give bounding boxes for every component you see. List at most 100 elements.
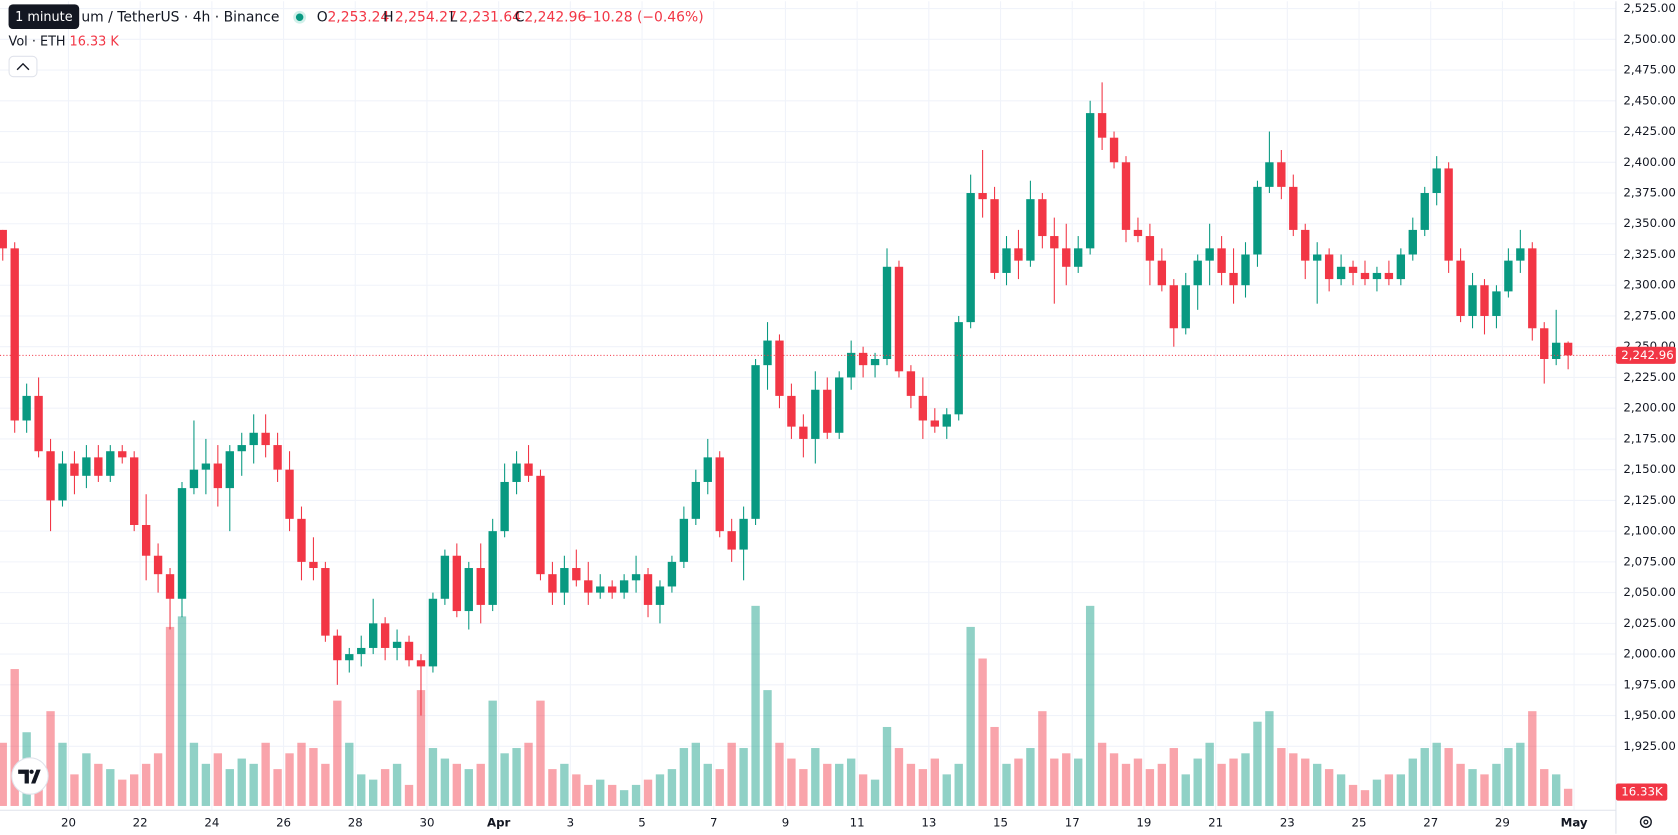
candle-body (1026, 199, 1035, 261)
volume-bar (1002, 763, 1011, 806)
volume-bar (321, 763, 330, 806)
volume-bar (153, 753, 163, 806)
volume-bar (1480, 774, 1489, 806)
volume-bar (1193, 758, 1202, 806)
candle-body (297, 518, 306, 562)
volume-bar (906, 763, 916, 806)
volume-bar (1444, 748, 1453, 806)
volume-bar (1384, 774, 1394, 806)
volume-bar (1145, 769, 1155, 806)
volume-bar (249, 763, 258, 806)
y-tick-label: 2,075.00 (1623, 554, 1675, 568)
candle-body (1504, 260, 1513, 292)
candle-body (141, 524, 151, 556)
candle-body (607, 586, 617, 593)
candle-body (1133, 229, 1143, 237)
candle-body (189, 469, 199, 489)
volume-bar (846, 758, 856, 806)
candle-body (703, 457, 712, 482)
y-tick-label: 2,150.00 (1623, 462, 1675, 476)
volume-bar (1289, 753, 1298, 806)
volume-bar (1468, 769, 1477, 806)
volume-bar (512, 748, 521, 806)
volume-bar (1528, 711, 1537, 806)
candle-body (357, 647, 366, 655)
tooltip: 1 minute (15, 10, 73, 25)
volume-bar (345, 742, 354, 806)
volume-bar (1396, 774, 1406, 806)
last-price-label: 2,242.96 (1621, 348, 1673, 362)
candle-body (1229, 272, 1238, 286)
volume-bar (1540, 769, 1549, 806)
candle-body (1324, 254, 1334, 280)
x-tick-label: 7 (710, 816, 718, 830)
candle-body (380, 623, 390, 648)
volume-bar (82, 753, 91, 806)
candle-body (130, 457, 139, 525)
y-tick-label: 2,000.00 (1623, 647, 1675, 661)
candle-body (1408, 229, 1417, 255)
ohlc-high: 2,254.27 (395, 9, 457, 25)
candle-body (1050, 236, 1059, 249)
candle-body (345, 654, 354, 661)
volume-bar (966, 626, 975, 806)
volume-bar (1408, 758, 1417, 806)
settings-icon[interactable] (1639, 815, 1652, 829)
candle-body (942, 414, 951, 427)
x-tick-label: 9 (782, 816, 790, 830)
candle-body (1528, 248, 1537, 329)
volume-bar (751, 605, 760, 806)
candle-body (739, 518, 748, 550)
candle-body (763, 340, 772, 366)
volume-bar (691, 742, 701, 806)
candle-body (34, 395, 43, 452)
ohlc-change: −10.28 (−0.46%) (581, 9, 704, 25)
volume-bar (297, 742, 306, 806)
volume-bar (607, 784, 617, 806)
x-tick-label: 23 (1280, 816, 1295, 830)
volume-bar (954, 763, 963, 806)
candle-body (452, 555, 462, 612)
candle-body (1516, 248, 1525, 261)
volume-bar (870, 779, 880, 806)
volume-bar (452, 763, 462, 806)
candle-body (225, 451, 234, 489)
collapse-button[interactable] (8, 55, 38, 78)
volume-bar (655, 774, 665, 806)
y-tick-label: 2,275.00 (1623, 308, 1675, 322)
y-tick-label: 2,400.00 (1623, 155, 1675, 169)
candle-body (870, 359, 880, 366)
y-tick-label: 2,300.00 (1623, 278, 1675, 292)
ohlc-l-label: L (449, 9, 457, 25)
volume-bar (380, 769, 390, 806)
volume-bar (894, 748, 904, 806)
volume-bar (0, 742, 7, 806)
candle-body (46, 451, 55, 501)
volume-bar (488, 700, 497, 806)
candle-body (321, 568, 330, 636)
candle-body (846, 352, 856, 378)
volume-bar (1026, 748, 1035, 806)
candle-body (249, 432, 258, 446)
candle-body (524, 463, 533, 476)
volume-bar (978, 658, 987, 806)
volume-bar (835, 763, 844, 806)
y-tick-label: 2,425.00 (1623, 124, 1675, 138)
x-tick-label: May (1561, 816, 1588, 830)
volume-bar (94, 763, 103, 806)
candle-body (1085, 113, 1095, 249)
y-tick-label: 2,225.00 (1623, 370, 1675, 384)
candle-body (213, 463, 223, 489)
volume-bar (189, 742, 199, 806)
volume-bar (1456, 763, 1465, 806)
candle-body (237, 445, 246, 452)
volume-bar (392, 763, 402, 806)
logo-bg (11, 757, 49, 795)
volume-bar (1420, 748, 1429, 806)
candle-body (500, 481, 509, 532)
volume-bar (440, 758, 450, 806)
x-tick-label: 15 (993, 816, 1008, 830)
candle-body (1277, 162, 1286, 187)
x-tick-label: 20 (61, 816, 76, 830)
candle-body (0, 229, 7, 249)
